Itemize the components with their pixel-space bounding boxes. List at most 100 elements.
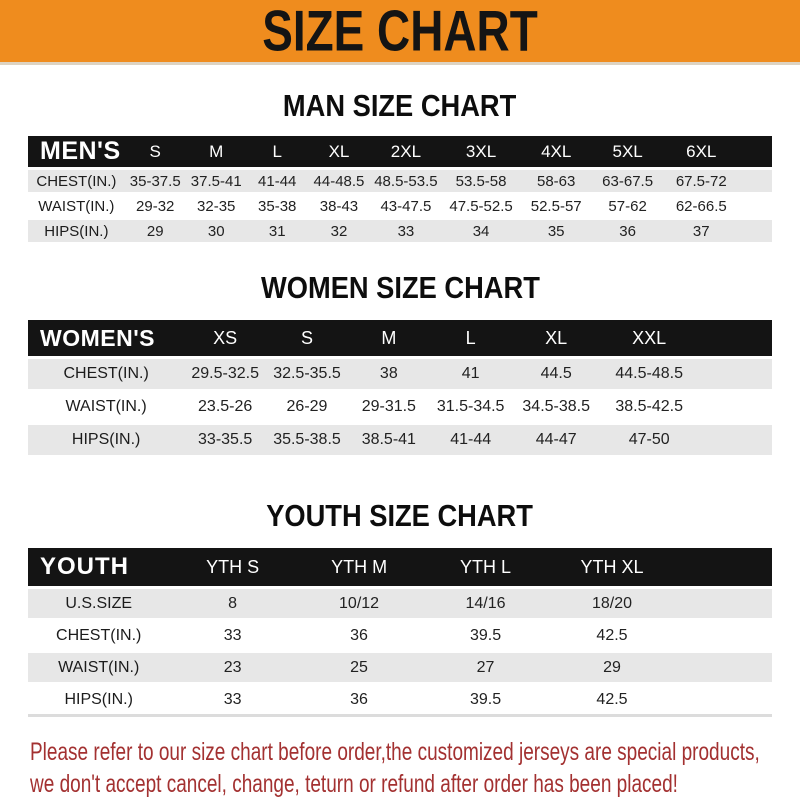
table-cell: 41-44 [246,170,308,192]
women-hips-row: HIPS(IN.) 33-35.5 35.5-38.5 38.5-41 41-4… [28,425,772,455]
row-filler [697,425,772,455]
row-label: WAIST(IN.) [28,392,185,422]
table-cell: 10/12 [295,589,423,618]
table-cell: 35-37.5 [124,170,186,192]
table-cell: 33 [370,220,442,242]
table-cell: 38 [347,359,430,389]
row-filler [739,170,772,192]
youth-waist-row: WAIST(IN.) 23 25 27 29 [28,653,772,682]
table-cell: 58-63 [520,170,592,192]
table-cell: 37.5-41 [185,170,247,192]
table-cell: 29 [124,220,186,242]
men-col-header: S [124,136,186,167]
table-cell: 52.5-57 [520,195,592,217]
table-cell: 67.5-72 [663,170,740,192]
disclaimer-line-2: we don't accept cancel, change, teturn o… [30,770,678,798]
women-header-row: WOMEN'S XS S M L XL XXL [28,320,772,356]
table-cell: 32.5-35.5 [266,359,348,389]
youth-size-table: YOUTH YTH S YTH M YTH L YTH XL U.S.SIZE … [28,545,772,720]
row-filler [675,653,772,682]
youth-section-title: YOUTH SIZE CHART [0,500,800,531]
row-filler [675,621,772,650]
row-label: U.S.SIZE [28,589,170,618]
table-cell: 23 [169,653,296,682]
table-cell: 27 [422,653,549,682]
table-cell: 44.5-48.5 [600,359,698,389]
men-chest-row: CHEST(IN.) 35-37.5 37.5-41 41-44 44-48.5… [28,170,772,192]
men-waist-row: WAIST(IN.) 29-32 32-35 35-38 38-43 43-47… [28,195,772,217]
table-cell: 48.5-53.5 [370,170,442,192]
row-label: HIPS(IN.) [28,220,125,242]
row-filler [739,195,772,217]
table-cell: 41-44 [429,425,512,455]
table-cell: 39.5 [422,621,549,650]
men-hips-row: HIPS(IN.) 29 30 31 32 33 34 35 36 37 [28,220,772,242]
table-cell: 44.5 [511,359,601,389]
women-col-header: M [347,320,430,356]
men-table-corner-label: MEN'S [28,136,125,167]
table-cell: 35.5-38.5 [266,425,348,455]
women-section-title: WOMEN SIZE CHART [0,272,800,303]
men-size-table: MEN'S S M L XL 2XL 3XL 4XL 5XL 6XL CHEST… [28,133,772,245]
table-cell: 63-67.5 [591,170,664,192]
table-cell: 38.5-41 [347,425,430,455]
table-cell: 33-35.5 [184,425,267,455]
women-table-corner-label: WOMEN'S [28,320,185,356]
table-cell: 18/20 [548,589,676,618]
women-section-title-text: WOMEN SIZE CHART [260,270,540,305]
disclaimer-line-1: Please refer to our size chart before or… [30,738,760,766]
table-cell: 32-35 [185,195,247,217]
table-cell: 57-62 [591,195,664,217]
women-col-header: XS [184,320,267,356]
table-cell: 36 [295,621,423,650]
row-label: WAIST(IN.) [28,195,125,217]
row-filler [675,589,772,618]
youth-header-row: YOUTH YTH S YTH M YTH L YTH XL [28,548,772,586]
men-header-row: MEN'S S M L XL 2XL 3XL 4XL 5XL 6XL [28,136,772,167]
youth-header-filler [675,548,772,586]
table-cell: 29-32 [124,195,186,217]
row-filler [739,220,772,242]
table-cell: 47.5-52.5 [441,195,521,217]
men-col-header: 3XL [441,136,521,167]
women-chest-row: CHEST(IN.) 29.5-32.5 32.5-35.5 38 41 44.… [28,359,772,389]
row-label: WAIST(IN.) [28,653,170,682]
row-filler [675,685,772,717]
table-cell: 38-43 [307,195,371,217]
women-col-header: XXL [600,320,698,356]
youth-ussize-row: U.S.SIZE 8 10/12 14/16 18/20 [28,589,772,618]
table-cell: 25 [295,653,423,682]
table-cell: 39.5 [422,685,549,717]
table-cell: 32 [307,220,371,242]
men-section-title: MAN SIZE CHART [0,90,800,121]
row-filler [697,359,772,389]
women-waist-row: WAIST(IN.) 23.5-26 26-29 29-31.5 31.5-34… [28,392,772,422]
row-label: CHEST(IN.) [28,170,125,192]
women-col-header: S [266,320,348,356]
table-cell: 34.5-38.5 [511,392,601,422]
men-section-title-text: MAN SIZE CHART [283,88,517,123]
table-cell: 36 [591,220,664,242]
table-cell: 31.5-34.5 [429,392,512,422]
women-size-table: WOMEN'S XS S M L XL XXL CHEST(IN.) 29.5-… [28,317,772,458]
table-cell: 42.5 [548,685,676,717]
men-col-header: XL [307,136,371,167]
men-col-header: L [246,136,308,167]
row-label: HIPS(IN.) [28,425,185,455]
table-cell: 29-31.5 [347,392,430,422]
table-cell: 23.5-26 [184,392,267,422]
table-cell: 30 [185,220,247,242]
table-cell: 26-29 [266,392,348,422]
youth-col-header: YTH S [169,548,296,586]
table-cell: 44-47 [511,425,601,455]
youth-col-header: YTH L [422,548,549,586]
women-header-filler [697,320,772,356]
table-cell: 34 [441,220,521,242]
men-col-header: 2XL [370,136,442,167]
table-cell: 8 [169,589,296,618]
table-cell: 44-48.5 [307,170,371,192]
table-cell: 14/16 [422,589,549,618]
men-col-header: M [185,136,247,167]
women-col-header: L [429,320,512,356]
men-header-filler [739,136,772,167]
